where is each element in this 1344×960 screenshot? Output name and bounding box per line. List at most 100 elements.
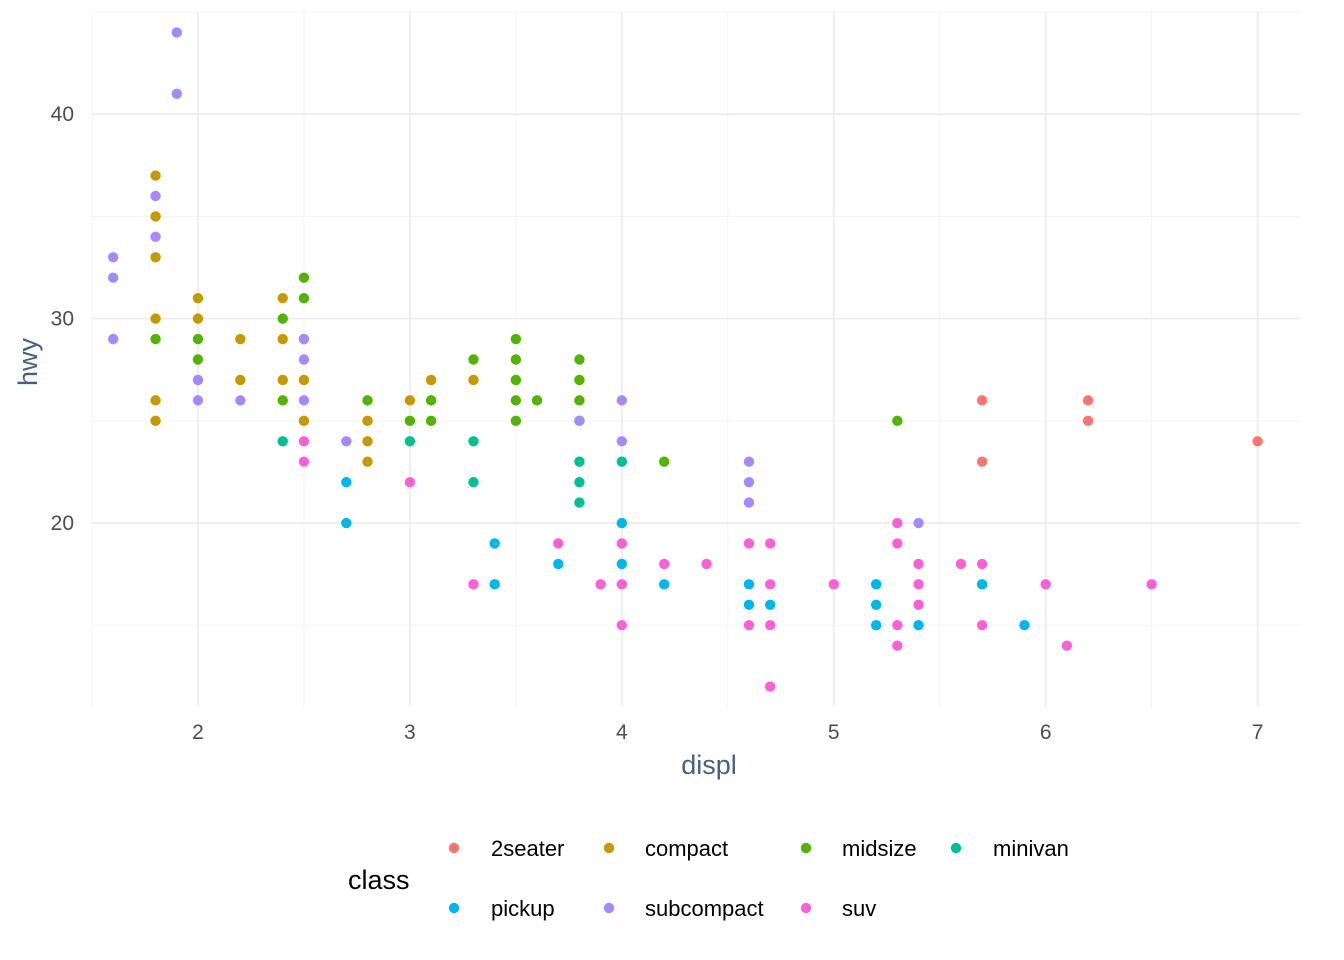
data-point-2seater	[976, 395, 988, 406]
data-point-suv	[743, 620, 755, 631]
data-point-suv	[659, 558, 670, 570]
legend-item-minivan: minivan	[950, 836, 1069, 861]
data-point-compact	[362, 436, 373, 447]
data-point-pickup	[743, 579, 755, 590]
data-point-compact	[298, 415, 310, 427]
data-point-pickup	[616, 517, 628, 529]
data-point-midsize	[298, 272, 310, 283]
legend-label-pickup: pickup	[491, 896, 555, 921]
data-point-suv	[892, 640, 903, 651]
data-point-suv	[913, 579, 924, 590]
data-point-subcompact	[743, 497, 755, 508]
legend-item-midsize: midsize	[800, 836, 917, 861]
data-point-midsize	[574, 374, 585, 386]
y-tick-label: 20	[51, 512, 74, 535]
data-point-midsize	[298, 292, 310, 304]
legend-title: class	[348, 865, 410, 895]
major-gridlines	[92, 12, 1300, 707]
data-point-compact	[150, 170, 161, 181]
legend-item-subcompact: subcompact	[603, 896, 764, 921]
data-point-midsize	[510, 374, 522, 386]
legend-key-pickup	[448, 902, 460, 914]
data-point-suv	[468, 579, 479, 590]
data-point-pickup	[976, 579, 988, 590]
data-point-pickup	[743, 599, 755, 610]
legend-key-compact	[603, 842, 615, 854]
data-point-suv	[913, 558, 924, 570]
data-point-midsize	[468, 354, 479, 365]
legend-key-subcompact	[603, 902, 615, 914]
data-point-suv	[595, 579, 606, 590]
data-point-2seater	[1082, 395, 1094, 406]
data-point-midsize	[510, 333, 522, 345]
data-point-subcompact	[298, 333, 310, 345]
data-point-compact	[192, 292, 204, 304]
data-point-suv	[892, 538, 903, 549]
data-point-minivan	[404, 436, 416, 447]
legend-label-2seater: 2seater	[491, 836, 564, 861]
data-point-suv	[976, 620, 988, 631]
data-point-midsize	[192, 354, 204, 365]
x-tick-label: 4	[616, 721, 628, 744]
legend-item-suv: suv	[800, 896, 876, 921]
data-point-subcompact	[341, 436, 352, 447]
data-point-pickup	[913, 620, 924, 631]
data-point-midsize	[659, 456, 670, 467]
minor-gridlines	[91, 11, 1300, 707]
data-point-pickup	[489, 538, 500, 549]
data-point-midsize	[531, 395, 543, 406]
data-point-subcompact	[235, 395, 246, 406]
data-point-minivan	[574, 476, 585, 488]
data-point-compact	[150, 395, 161, 406]
data-point-compact	[150, 313, 161, 324]
data-point-suv	[913, 599, 924, 610]
data-point-suv	[298, 436, 310, 447]
data-point-suv	[743, 538, 755, 549]
data-point-compact	[277, 374, 288, 386]
x-axis-title: displ	[681, 750, 737, 780]
data-point-compact	[192, 313, 204, 324]
data-point-suv	[1040, 579, 1051, 590]
data-point-midsize	[510, 395, 522, 406]
data-point-suv	[892, 620, 903, 631]
data-point-subcompact	[743, 476, 755, 488]
y-tick-label: 30	[51, 308, 74, 331]
data-point-subcompact	[192, 395, 204, 406]
legend-key-minivan	[950, 842, 962, 854]
data-point-compact	[150, 252, 161, 263]
data-point-suv	[764, 538, 776, 549]
x-tick-label: 2	[192, 721, 204, 744]
data-point-subcompact	[616, 395, 628, 406]
data-point-suv	[1061, 640, 1073, 651]
data-point-pickup	[764, 599, 776, 610]
legend-items: 2seater compact midsize minivan pickup subcom…	[448, 836, 1069, 921]
data-point-midsize	[277, 395, 288, 406]
data-point-pickup	[1019, 620, 1030, 631]
data-point-compact	[468, 374, 479, 386]
legend-item-compact: compact	[603, 836, 728, 861]
data-point-compact	[277, 292, 288, 304]
y-axis-title: hwy	[13, 337, 43, 386]
data-point-midsize	[277, 313, 288, 324]
x-tick-label: 5	[828, 721, 840, 744]
data-point-suv	[404, 476, 416, 488]
data-point-suv	[1146, 579, 1157, 590]
data-point-compact	[404, 395, 416, 406]
data-point-compact	[362, 415, 373, 427]
legend-label-compact: compact	[645, 836, 728, 861]
data-point-minivan	[574, 497, 585, 508]
data-point-pickup	[489, 579, 500, 590]
data-point-suv	[976, 558, 988, 570]
data-point-pickup	[341, 476, 352, 488]
legend-item-2seater: 2seater	[448, 836, 564, 861]
legend: class 2seater compact midsize minivan pickup…	[348, 836, 1069, 921]
data-point-subcompact	[150, 231, 161, 243]
data-point-suv	[553, 538, 564, 549]
data-point-suv	[701, 558, 712, 570]
legend-key-2seater	[448, 842, 460, 854]
data-point-midsize	[892, 415, 903, 427]
data-point-2seater	[1252, 436, 1263, 447]
data-point-subcompact	[192, 374, 204, 386]
data-point-pickup	[616, 558, 628, 570]
